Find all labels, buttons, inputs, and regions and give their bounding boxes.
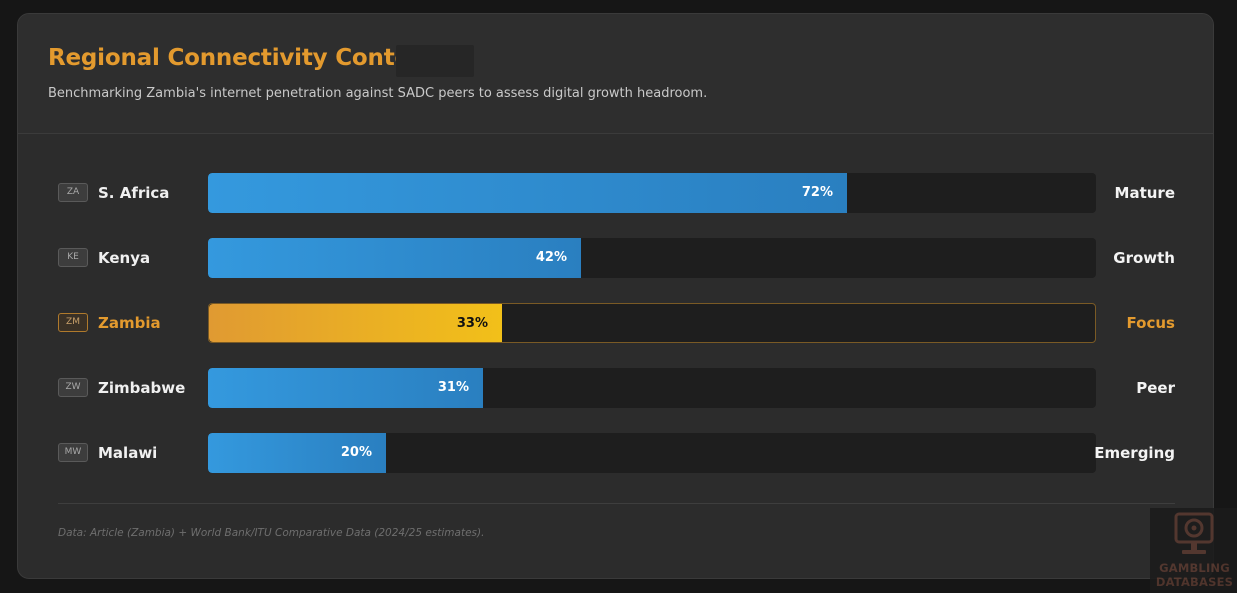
category-label: Malawi: [98, 444, 158, 462]
data-source-note: Data: Article (Zambia) + World Bank/ITU …: [58, 527, 485, 539]
chart-subtitle: Benchmarking Zambia's internet penetrati…: [48, 86, 708, 101]
category-label: Kenya: [98, 249, 151, 267]
chart-card: Regional Connectivity Context Benchmarki…: [17, 13, 1214, 579]
bar: [209, 304, 502, 342]
bar-row: MW Malawi 20% Emerging: [18, 433, 1213, 473]
watermark: GAMBLING DATABASES: [1150, 508, 1237, 593]
bar: [208, 173, 847, 213]
title-placeholder-block: [396, 45, 474, 77]
category-label: Zimbabwe: [98, 379, 186, 397]
data-label: 20%: [340, 445, 372, 460]
data-label: 31%: [437, 380, 469, 395]
data-label: 33%: [456, 316, 488, 331]
bar-row: KE Kenya 42% Growth: [18, 238, 1213, 278]
category-label: Zambia: [98, 314, 161, 332]
status-label: Mature: [1114, 184, 1175, 202]
status-label: Growth: [1113, 249, 1175, 267]
watermark-text: GAMBLING DATABASES: [1152, 561, 1237, 589]
watermark-line-2: DATABASES: [1155, 575, 1234, 589]
bar: [208, 368, 483, 408]
status-label: Peer: [1136, 379, 1175, 397]
country-code-badge: KE: [58, 248, 88, 267]
bar: [208, 238, 581, 278]
status-label: Emerging: [1094, 444, 1175, 462]
country-code-badge: MW: [58, 443, 88, 462]
category-label: S. Africa: [98, 184, 170, 202]
bar: [208, 433, 386, 473]
bar-track: 33%: [208, 303, 1096, 343]
data-label: 42%: [535, 250, 567, 265]
country-code-badge: ZW: [58, 378, 88, 397]
country-code-badge: ZM: [58, 313, 88, 332]
bar-row: ZM Zambia 33% Focus: [18, 303, 1213, 343]
data-label: 72%: [801, 185, 833, 200]
footer-divider: [58, 503, 1175, 504]
watermark-logo-icon: [1174, 512, 1214, 554]
status-label: Focus: [1126, 314, 1175, 332]
chart-header: Regional Connectivity Context Benchmarki…: [18, 14, 1213, 134]
bar-track: 20%: [208, 433, 1096, 473]
chart-title: Regional Connectivity Context: [48, 45, 436, 71]
country-code-badge: ZA: [58, 183, 88, 202]
bar-row: ZA S. Africa 72% Mature: [18, 173, 1213, 213]
bar-track: 31%: [208, 368, 1096, 408]
bar-row: ZW Zimbabwe 31% Peer: [18, 368, 1213, 408]
bar-track: 72%: [208, 173, 1096, 213]
bar-track: 42%: [208, 238, 1096, 278]
watermark-line-1: GAMBLING: [1159, 561, 1230, 575]
